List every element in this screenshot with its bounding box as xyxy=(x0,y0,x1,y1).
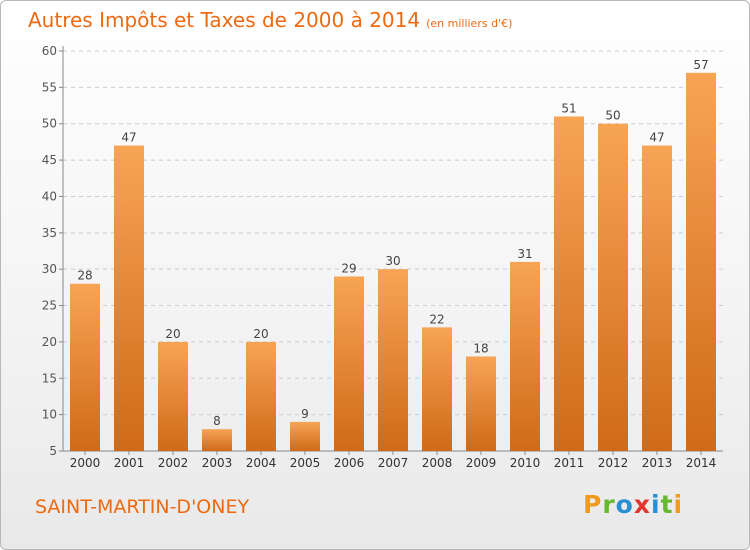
bar-2009 xyxy=(466,356,496,451)
data-label-2011: 51 xyxy=(561,101,576,115)
commune-name: SAINT-MARTIN-D'ONEY xyxy=(35,496,250,518)
data-label-2001: 47 xyxy=(121,131,136,145)
x-tick-label: 2001 xyxy=(114,456,145,470)
proxiti-logo: Proxiti xyxy=(583,490,683,519)
x-tick-label: 2004 xyxy=(246,456,277,470)
x-tick-label: 2014 xyxy=(686,456,717,470)
x-tick-label: 2008 xyxy=(422,456,453,470)
bar-2007 xyxy=(378,269,408,451)
bar-2001 xyxy=(114,145,144,451)
logo-letter: o xyxy=(615,490,634,519)
data-label-2014: 57 xyxy=(693,58,708,72)
x-tick-label: 2010 xyxy=(510,456,541,470)
y-tick-label: 15 xyxy=(42,371,57,385)
y-tick-label: 35 xyxy=(42,226,57,240)
bar-2008 xyxy=(422,327,452,451)
data-label-2010: 31 xyxy=(517,247,532,261)
bar-2013 xyxy=(642,145,672,451)
logo-letter: i xyxy=(673,490,684,519)
data-label-2004: 20 xyxy=(253,327,268,341)
data-label-2012: 50 xyxy=(605,109,620,123)
y-tick-label: 40 xyxy=(42,189,57,203)
data-label-2006: 29 xyxy=(341,261,356,275)
bar-2012 xyxy=(598,123,628,452)
bar-2014 xyxy=(686,72,716,452)
bar-2000 xyxy=(70,283,100,451)
bar-2005 xyxy=(290,421,320,451)
x-tick-label: 2012 xyxy=(598,456,629,470)
x-tick-label: 2002 xyxy=(158,456,189,470)
data-label-2008: 22 xyxy=(429,312,444,326)
y-tick-label: 10 xyxy=(42,408,57,422)
bar-2011 xyxy=(554,116,584,452)
y-tick-label: 25 xyxy=(42,299,57,313)
logo-letter: t xyxy=(660,490,674,519)
x-tick-label: 2011 xyxy=(554,456,585,470)
y-tick-label: 50 xyxy=(42,117,57,131)
logo-letter: x xyxy=(633,490,651,519)
bar-2002 xyxy=(158,341,188,451)
bar-2010 xyxy=(510,261,540,451)
data-label-2009: 18 xyxy=(473,341,488,355)
chart-title-block: Autres Impôts et Taxes de 2000 à 2014 (en… xyxy=(28,8,512,32)
y-tick-label: 30 xyxy=(42,262,57,276)
y-tick-label: 5 xyxy=(49,444,57,458)
y-tick-label: 55 xyxy=(42,80,57,94)
logo-letter: i xyxy=(651,490,661,519)
data-label-2002: 20 xyxy=(165,327,180,341)
bar-2004 xyxy=(246,341,276,451)
bar-2006 xyxy=(334,276,364,451)
data-label-2003: 8 xyxy=(213,414,221,428)
x-tick-label: 2003 xyxy=(202,456,233,470)
data-label-2000: 28 xyxy=(77,269,92,283)
bar-2003 xyxy=(202,429,232,451)
x-tick-label: 2005 xyxy=(290,456,321,470)
x-tick-label: 2000 xyxy=(70,456,101,470)
x-tick-label: 2006 xyxy=(334,456,365,470)
y-tick-label: 20 xyxy=(42,335,57,349)
chart-subtitle: (en milliers d'€) xyxy=(426,17,513,30)
y-tick-label: 45 xyxy=(42,153,57,167)
y-tick-label: 60 xyxy=(42,44,57,58)
x-tick-label: 2009 xyxy=(466,456,497,470)
data-label-2007: 30 xyxy=(385,254,400,268)
x-tick-label: 2013 xyxy=(642,456,673,470)
x-tick-label: 2007 xyxy=(378,456,409,470)
data-label-2013: 47 xyxy=(649,131,664,145)
data-label-2005: 9 xyxy=(301,407,309,421)
chart-title: Autres Impôts et Taxes de 2000 à 2014 xyxy=(28,8,421,32)
logo-letter: P xyxy=(583,490,603,519)
logo-letter: r xyxy=(602,490,616,519)
